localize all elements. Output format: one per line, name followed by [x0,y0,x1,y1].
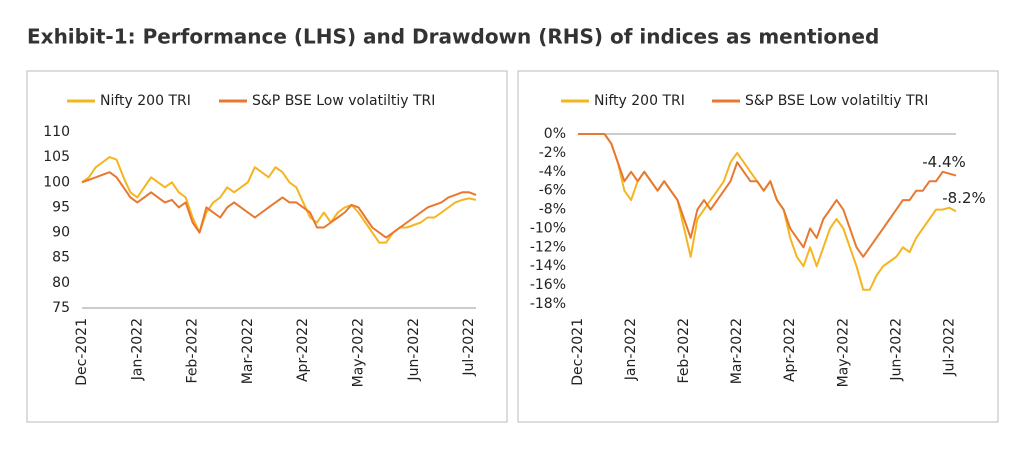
x-tick-label: Jul-2022 [461,318,477,377]
series-line [578,133,957,258]
y-tick-label: 90 [52,225,70,241]
y-tick-label: 0% [544,126,566,142]
y-tick-label: -2% [539,145,566,161]
data-label: -8.2% [942,189,986,207]
legend-label: S&P BSE Low volatiltiy TRI [252,93,435,109]
x-tick-label: May-2022 [835,318,851,387]
y-tick-label: -8% [539,202,566,218]
y-tick-label: -16% [530,277,566,293]
y-tick-label: -18% [530,296,566,312]
y-tick-label: 95 [52,199,70,215]
x-tick-label: Dec-2021 [74,318,90,386]
legend-label: S&P BSE Low volatiltiy TRI [745,93,928,109]
x-tick-label: Jul-2022 [941,318,957,377]
series-line [578,133,957,291]
x-tick-label: Jan-2022 [623,318,639,381]
series-line [81,171,477,239]
panel-frame [26,70,508,423]
legend-label: Nifty 200 TRI [594,93,685,109]
x-tick-label: May-2022 [350,318,366,387]
x-tick-label: Feb-2022 [676,318,692,383]
x-tick-label: Feb-2022 [185,318,201,383]
y-tick-label: -4% [539,164,566,180]
x-tick-label: Apr-2022 [782,318,798,382]
series-line [81,156,477,244]
legend-label: Nifty 200 TRI [100,93,191,109]
y-tick-label: -12% [530,239,566,255]
y-tick-label: -6% [539,183,566,199]
y-tick-label: -14% [530,258,566,274]
y-tick-label: 75 [52,300,70,316]
x-tick-label: Dec-2021 [570,318,586,386]
x-tick-label: Apr-2022 [295,318,311,382]
x-tick-label: Jan-2022 [129,318,145,381]
y-tick-label: 110 [43,124,70,140]
x-tick-label: Mar-2022 [729,318,745,384]
x-tick-label: Jun-2022 [406,318,422,382]
y-tick-label: 80 [52,275,70,291]
page-title: Exhibit-1: Performance (LHS) and Drawdow… [27,25,879,49]
y-tick-label: -10% [530,220,566,236]
y-tick-label: 100 [43,174,70,190]
y-tick-label: 85 [52,250,70,266]
y-tick-label: 105 [43,149,70,165]
x-tick-label: Jun-2022 [888,318,904,382]
panel-frame [517,70,999,423]
x-tick-label: Mar-2022 [240,318,256,384]
data-label: -4.4% [922,153,966,171]
